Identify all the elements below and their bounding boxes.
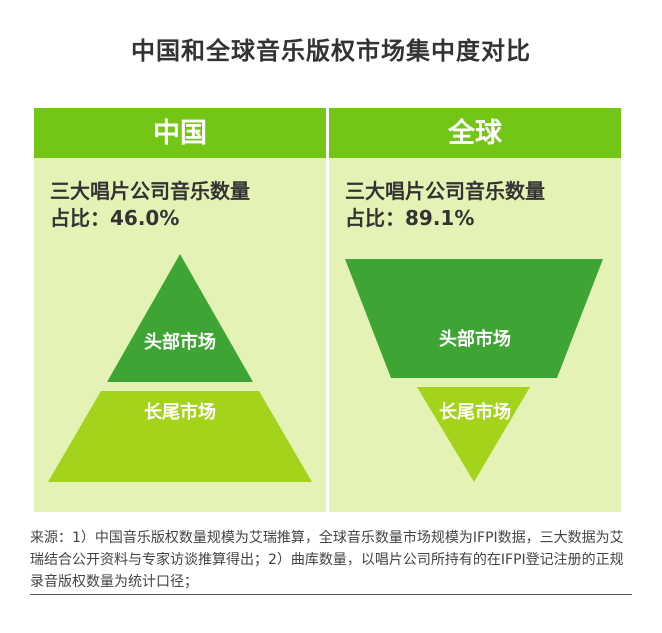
global-inverted-pyramid bbox=[345, 259, 603, 482]
global-share-line2: 占比：89.1% bbox=[345, 206, 475, 230]
global-longtail-market-label: 长尾市场 bbox=[439, 402, 511, 423]
global-panel-header: 全球 bbox=[329, 108, 621, 158]
china-share-line2: 占比：46.0% bbox=[50, 206, 180, 230]
china-head-market-triangle bbox=[107, 254, 253, 382]
china-head-market-label: 头部市场 bbox=[144, 332, 216, 353]
bottom-divider bbox=[30, 594, 632, 595]
china-share-line1: 三大唱片公司音乐数量 bbox=[50, 179, 250, 203]
global-longtail-market-triangle bbox=[417, 387, 530, 482]
china-pyramid bbox=[48, 254, 312, 482]
china-longtail-market-trapezoid bbox=[48, 391, 312, 482]
china-share-text: 三大唱片公司音乐数量 占比：46.0% bbox=[50, 178, 250, 232]
china-panel-header: 中国 bbox=[34, 108, 326, 158]
global-panel: 全球 三大唱片公司音乐数量 占比：89.1% 头部市场 长尾市场 bbox=[329, 108, 621, 512]
panel-divider bbox=[326, 108, 329, 512]
china-longtail-market-label: 长尾市场 bbox=[144, 402, 216, 423]
global-head-market-trapezoid bbox=[345, 259, 603, 378]
global-head-market-label: 头部市场 bbox=[439, 329, 511, 350]
global-share-line1: 三大唱片公司音乐数量 bbox=[345, 179, 545, 203]
global-share-text: 三大唱片公司音乐数量 占比：89.1% bbox=[345, 178, 545, 232]
source-note: 来源：1）中国音乐版权数量规模为艾瑞推算，全球音乐数量市场规模为IFPI数据，三… bbox=[30, 530, 624, 590]
china-panel: 中国 三大唱片公司音乐数量 占比：46.0% 头部市场 长尾市场 bbox=[34, 108, 326, 512]
page-title: 中国和全球音乐版权市场集中度对比 bbox=[131, 37, 531, 65]
